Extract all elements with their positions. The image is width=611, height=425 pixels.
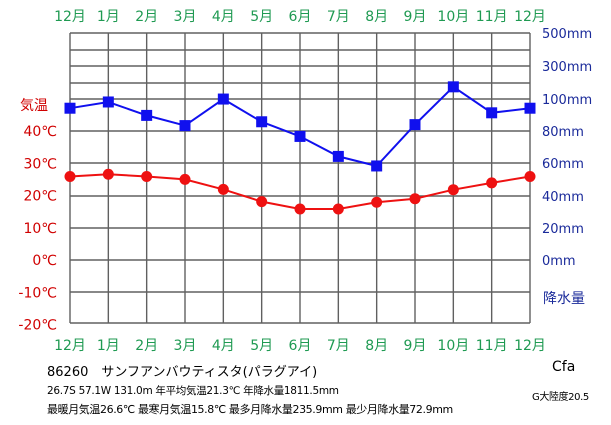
month-labels-bottom: 12月 1月 2月 3月 4月 5月 6月 7月 8月 9月 10月 11月 12月 [54,338,546,354]
precipitation-point [217,93,229,105]
precipitation-point [486,107,498,119]
precipitation-point [102,96,114,108]
temperature-point [217,183,229,195]
month-label: 12月 [514,9,546,25]
temperature-point [141,170,153,182]
precipitation-point [256,116,268,128]
precipitation-axis: 500mm 300mm 100mm 80mm 60mm 40mm 20mm 0mm [542,27,592,269]
precipitation-tick: 0mm [542,254,576,269]
month-label: 2月 [135,338,158,354]
station-coords: 26.7S 57.1W 131.0m 年平均気温21.3℃ 年降水量1811.5… [47,385,339,397]
precipitation-point [371,160,383,172]
temperature-tick: 20℃ [23,189,57,205]
month-label: 10月 [437,9,469,25]
precipitation-point [332,150,344,162]
month-label: 9月 [404,9,427,25]
temperature-point [409,193,421,205]
month-labels-top: 12月 1月 2月 3月 4月 5月 6月 7月 8月 9月 10月 11月 12月 [54,9,546,25]
month-label: 7月 [327,9,350,25]
temperature-point [294,203,306,215]
month-label: 11月 [476,338,508,354]
precipitation-point [294,130,306,142]
precipitation-axis-title: 降水量 [543,291,585,307]
month-label: 4月 [212,9,235,25]
precipitation-tick: 500mm [542,27,592,42]
month-label: 10月 [437,338,469,354]
precipitation-point [524,102,536,114]
month-label: 12月 [54,9,86,25]
station-extremes: 最暖月気温26.6℃ 最寒月気温15.8℃ 最多月降水量235.9mm 最少月降… [47,403,453,416]
month-label: 5月 [250,338,273,354]
precipitation-point [141,109,153,121]
precipitation-tick: 60mm [542,157,584,172]
month-label: 7月 [327,338,350,354]
month-label: 12月 [514,338,546,354]
precipitation-tick: 100mm [542,93,592,108]
continentality-zone: G大陸度20.5 [532,392,589,403]
grid-lines [69,32,531,324]
temperature-tick: -10℃ [18,285,57,301]
precipitation-series [64,81,536,172]
temperature-point [524,170,536,182]
month-label: 11月 [476,9,508,25]
month-label: 2月 [135,9,158,25]
month-label: 8月 [365,9,388,25]
month-label: 8月 [365,338,388,354]
month-label: 5月 [250,9,273,25]
temperature-point [486,177,498,189]
month-label: 3月 [174,338,197,354]
month-label: 3月 [174,9,197,25]
temperature-tick: 0℃ [32,253,57,269]
temperature-point [332,203,344,215]
temperature-point [371,196,383,208]
month-label: 1月 [97,338,120,354]
temperature-point [256,196,268,208]
precipitation-point [447,81,459,93]
climate-class: Cfa [552,359,576,375]
precipitation-tick: 300mm [542,60,592,75]
station-name: 86260 サンフアンバウティスタ(パラグアイ) [47,365,318,380]
temperature-point [102,168,114,180]
precipitation-point [64,102,76,114]
month-label: 12月 [54,338,86,354]
month-label: 6月 [289,338,312,354]
month-label: 1月 [97,9,120,25]
temperature-tick: 30℃ [23,156,57,172]
temperature-axis-title: 気温 [20,98,48,114]
temperature-tick: 40℃ [23,124,57,140]
temperature-tick: 10℃ [23,221,57,237]
precipitation-point [409,119,421,131]
month-label: 6月 [289,9,312,25]
temperature-axis: 40℃ 30℃ 20℃ 10℃ 0℃ -10℃ -20℃ [18,124,57,334]
precipitation-tick: 40mm [542,190,584,205]
temperature-tick: -20℃ [18,318,57,334]
temperature-point [179,173,191,185]
month-label: 9月 [404,338,427,354]
month-label: 4月 [212,338,235,354]
temperature-series [64,168,536,215]
temperature-point [447,184,459,196]
temperature-point [64,170,76,182]
precipitation-point [179,120,191,132]
precipitation-tick: 20mm [542,222,584,237]
precipitation-tick: 80mm [542,125,584,140]
